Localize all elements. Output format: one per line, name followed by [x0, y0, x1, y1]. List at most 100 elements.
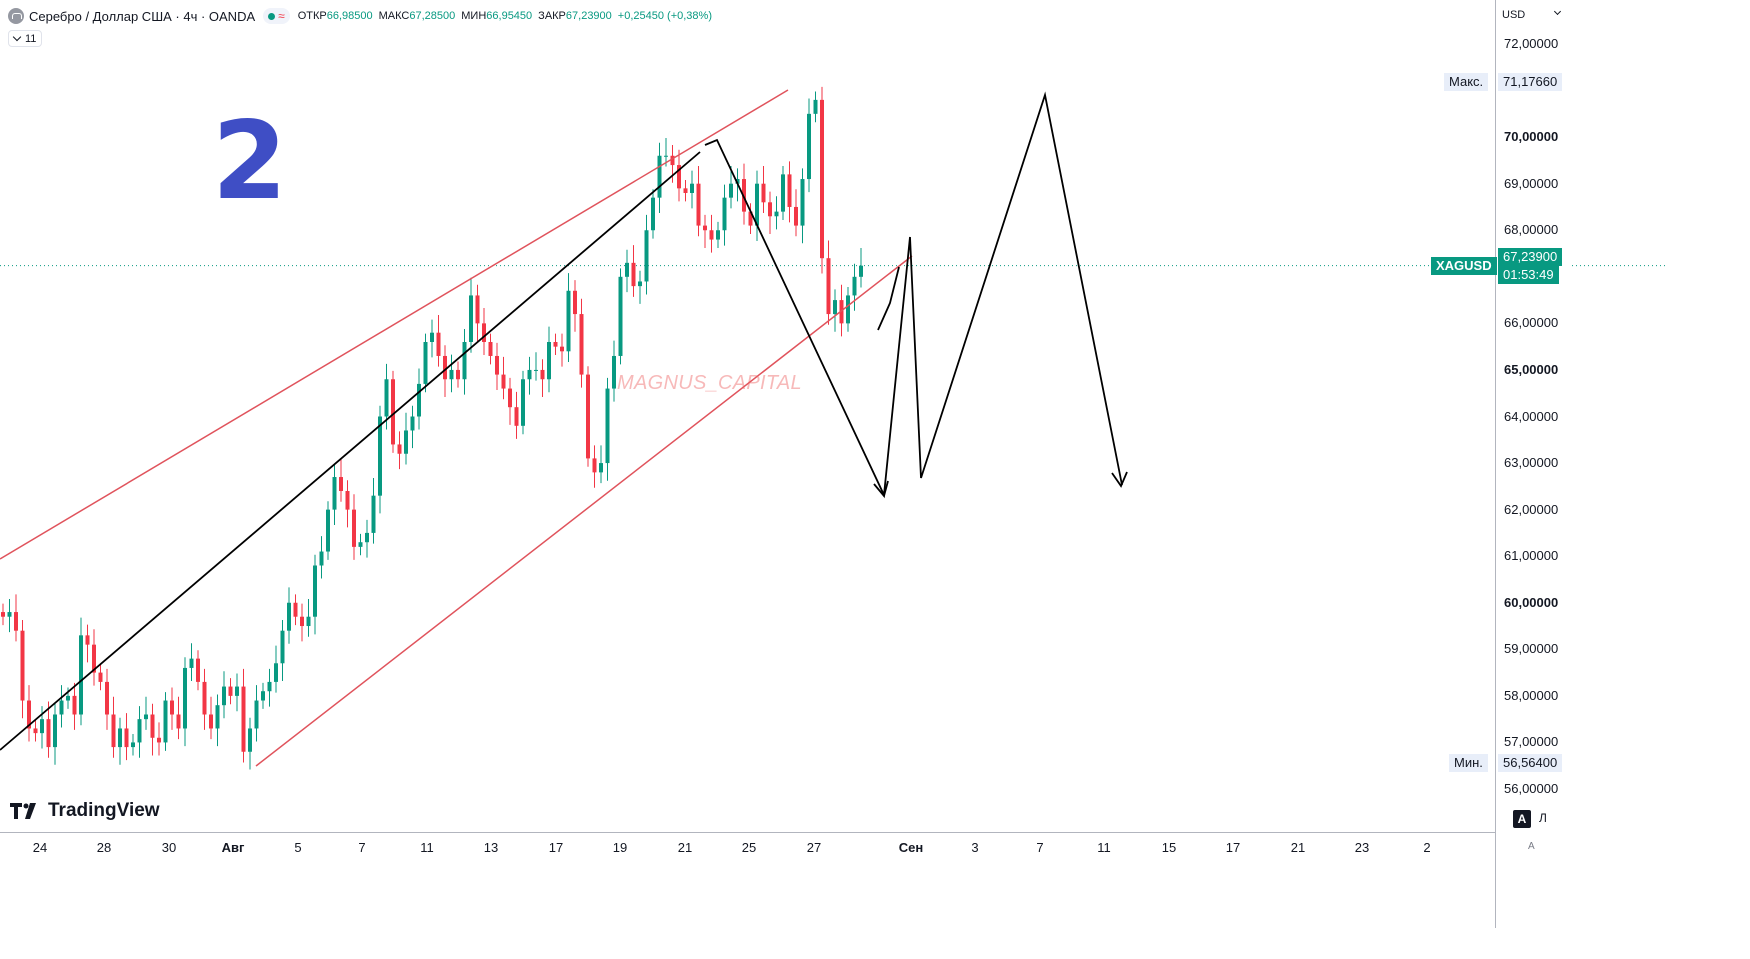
price-tick-label: 68,00000	[1504, 222, 1559, 238]
candle-body-up	[625, 262, 629, 277]
chevron-down-icon	[12, 32, 22, 42]
candle-body-up	[423, 342, 428, 384]
candle-body-down	[196, 658, 200, 682]
candle-body-down	[105, 681, 109, 715]
candle-body-down	[579, 314, 584, 375]
candle-body-down	[501, 374, 506, 389]
candle-body-up	[430, 332, 434, 342]
price-tick-label: 59,00000	[1504, 641, 1559, 657]
symbol-logo-icon	[8, 8, 24, 24]
candle-body-up	[267, 681, 272, 692]
price-tick-label: 72,00000	[1504, 36, 1559, 51]
chart-plot-area[interactable]: Серебро / Доллар США · 4ч · OANDA ≈ ОТКР…	[0, 0, 1668, 928]
candle-body-down	[475, 295, 480, 324]
candle-body-up	[651, 197, 655, 231]
candle-body-up	[462, 342, 467, 380]
candle-body-up	[735, 179, 740, 184]
candle-body-up	[852, 276, 857, 296]
candle-body-down	[436, 332, 441, 356]
time-tick-label: 11	[1097, 840, 1111, 855]
candle-body-up	[813, 99, 818, 114]
candle-body-up	[547, 342, 551, 380]
candle-body-down	[391, 379, 395, 445]
candle-body-up	[163, 700, 168, 743]
low-value: 66,95450	[486, 10, 533, 22]
candle-body-down	[787, 174, 792, 207]
candle-body-down	[20, 630, 25, 701]
indicators-toggle-button[interactable]: 11	[8, 30, 43, 47]
time-tick-label: 3	[971, 840, 979, 855]
candle-body-down	[397, 444, 402, 454]
candle-body-up	[215, 705, 220, 729]
candle-body-down	[14, 612, 18, 631]
candle-body-down	[768, 202, 772, 217]
candle-body-up	[449, 369, 454, 380]
candle-body-up	[781, 174, 785, 212]
candle-body-down	[72, 695, 77, 715]
small-projection-line	[877, 266, 900, 331]
candle-body-down	[495, 355, 499, 375]
candle-body-down	[202, 681, 207, 715]
low-label: МИН	[461, 10, 487, 22]
channel-upper-line	[0, 89, 789, 560]
candle-body-down	[443, 355, 447, 380]
time-tick-label: 7	[1036, 840, 1044, 855]
log-scale-button[interactable]: Л	[1539, 811, 1547, 825]
time-tick-label: 2	[1423, 840, 1431, 855]
time-tick-label: 5	[294, 840, 302, 855]
candle-body-down	[293, 602, 298, 617]
candle-body-up	[59, 700, 64, 715]
candle-body-down	[573, 290, 577, 315]
candle-body-up	[755, 183, 759, 226]
price-chart-canvas[interactable]	[0, 0, 1668, 928]
market-status-pill[interactable]: ≈	[263, 8, 290, 24]
candle-body-up	[326, 509, 330, 552]
support-trend-line	[0, 151, 701, 751]
currency-selector[interactable]: USD	[1500, 5, 1566, 25]
price-tick-label: 61,00000	[1504, 548, 1559, 564]
candle-body-down	[748, 211, 753, 226]
price-axis[interactable]: USD 72,00000 70,00000 69,00000 68,00000 66,0…	[1495, 0, 1570, 928]
min-label: Мин.	[1449, 753, 1488, 772]
candle-body-down	[176, 714, 181, 729]
candle-body-up	[729, 183, 733, 198]
bar-countdown-tag: 01:53:49	[1498, 265, 1559, 284]
candle-body-down	[586, 374, 590, 459]
candle-body-up	[527, 369, 532, 380]
symbol-title[interactable]: Серебро / Доллар США · 4ч · OANDA	[29, 8, 256, 24]
time-axis[interactable]: 24 28 30 Авг 5 7 11 13 17 19 21 25 27 Сен 3 7 11 15 17 21 23…	[0, 832, 1495, 862]
delay-wave-icon: ≈	[278, 9, 285, 23]
candle-body-down	[560, 346, 564, 352]
tradingview-logo[interactable]: TradingView	[10, 800, 160, 822]
auto-scale-button[interactable]: A	[1513, 810, 1531, 828]
candle-body-down	[709, 230, 714, 240]
candle-body-down	[488, 342, 493, 356]
time-tick-label: 11	[420, 840, 434, 855]
open-label: ОТКР	[297, 10, 327, 22]
candle-body-up	[319, 551, 324, 566]
candle-body-up	[690, 183, 694, 193]
candle-body-up	[378, 416, 382, 496]
candle-body-up	[521, 379, 525, 426]
candle-body-up	[118, 728, 122, 748]
time-tick-label: 15	[1161, 840, 1177, 855]
price-tick-label: 65,00000	[1504, 361, 1559, 377]
candle-body-up	[638, 281, 642, 287]
candle-body-up	[384, 379, 389, 417]
candle-body-down	[696, 183, 701, 226]
indicators-count: 11	[25, 32, 37, 45]
candle-body-up	[254, 700, 259, 729]
candle-body-down	[683, 188, 688, 193]
time-tick-label: 21	[1290, 840, 1306, 855]
candle-body-up	[664, 155, 668, 157]
candle-body-down	[761, 183, 766, 203]
candle-body-down	[85, 635, 90, 645]
candle-body-down	[677, 165, 681, 189]
candle-body-down	[209, 714, 213, 729]
price-tick-label: 57,00000	[1504, 734, 1559, 750]
time-tick-label: 19	[612, 840, 628, 855]
candle-body-down	[456, 369, 460, 380]
axis-settings-button[interactable]: A	[1528, 841, 1535, 852]
candle-body-down	[111, 714, 116, 748]
tradingview-logo-icon	[10, 803, 36, 819]
